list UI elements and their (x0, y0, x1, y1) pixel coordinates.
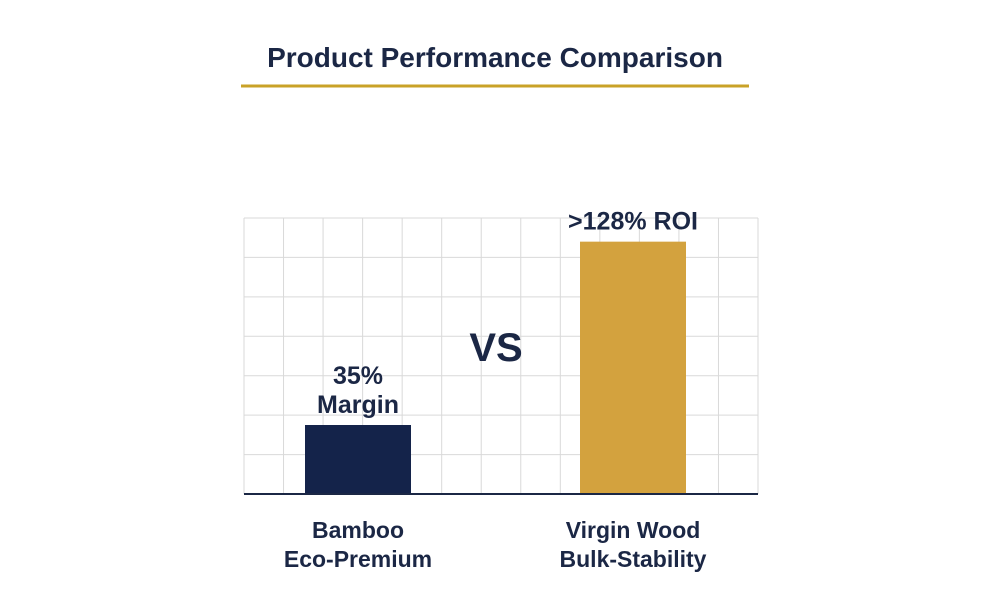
bar-2 (580, 241, 686, 494)
category-label-1-line-1: Bamboo (312, 517, 404, 543)
bars (305, 241, 686, 494)
category-label-2-line-2: Bulk-Stability (560, 546, 707, 572)
data-labels: 35%Margin >128% ROI (317, 208, 698, 419)
data-label-2-line-1: >128% ROI (568, 208, 698, 236)
category-labels: Bamboo Eco-Premium Virgin Wood Bulk-Stabili… (284, 517, 707, 572)
data-label-1-line-1: 35% (333, 362, 383, 390)
chart-title: Product Performance Comparison (267, 42, 723, 73)
category-label-2-line-1: Virgin Wood (566, 517, 701, 543)
vs-annotation: VS (469, 326, 522, 370)
category-label-1-line-2: Eco-Premium (284, 546, 432, 572)
bar-1 (305, 425, 411, 494)
data-label-1-line-2: Margin (317, 391, 399, 419)
